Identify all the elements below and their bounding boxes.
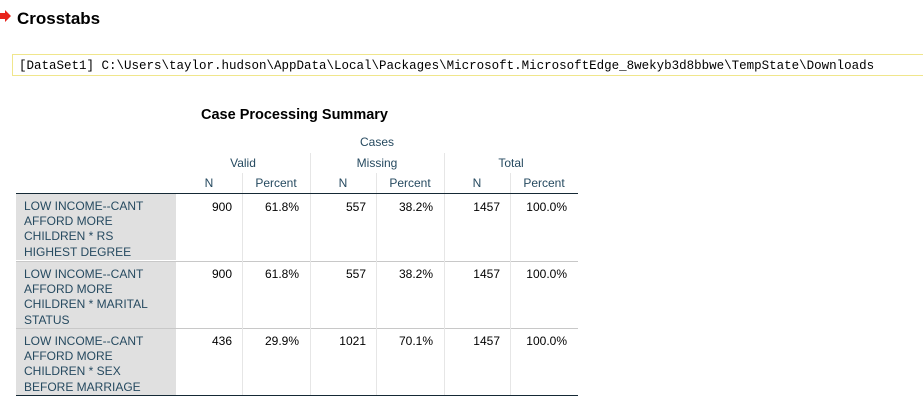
header-rule xyxy=(16,193,578,194)
divider xyxy=(376,173,377,193)
group-header-total: Total xyxy=(498,156,524,170)
group-header-missing: Missing xyxy=(356,156,398,170)
group-header-valid: Valid xyxy=(230,156,256,170)
row-label: LOW INCOME--CANT AFFORD MORE CHILDREN * … xyxy=(16,329,176,395)
table-title: Case Processing Summary xyxy=(201,107,388,123)
table-cell: 38.2% xyxy=(398,267,433,281)
table-cell: 900 xyxy=(211,267,232,281)
divider xyxy=(510,173,511,193)
dataset-path-box: [DataSet1] C:\Users\taylor.hudson\AppDat… xyxy=(12,54,923,76)
table-cell: 61.8% xyxy=(264,200,299,214)
divider xyxy=(242,173,243,193)
table-cell: 70.1% xyxy=(398,334,433,348)
subheader-missing-n: N xyxy=(338,176,348,190)
divider xyxy=(444,153,445,193)
divider xyxy=(310,194,311,396)
row-label: LOW INCOME--CANT AFFORD MORE CHILDREN * … xyxy=(16,194,176,260)
table-cell: 1021 xyxy=(339,334,366,348)
table-cell: 1457 xyxy=(473,267,500,281)
subheader-valid-n: N xyxy=(204,176,214,190)
divider xyxy=(376,194,377,396)
table-cell: 100.0% xyxy=(526,267,567,281)
row-label: LOW INCOME--CANT AFFORD MORE CHILDREN * … xyxy=(16,262,176,328)
table-cell: 557 xyxy=(345,200,366,214)
table-bottom-rule xyxy=(16,395,578,396)
divider xyxy=(242,194,243,396)
table-cell: 38.2% xyxy=(398,200,433,214)
divider xyxy=(444,194,445,396)
row-rule xyxy=(16,261,578,262)
cases-header: Cases xyxy=(359,135,394,149)
page-title: Crosstabs xyxy=(17,9,101,28)
row-rule xyxy=(16,328,578,329)
divider xyxy=(510,194,511,396)
table-cell: 900 xyxy=(211,200,232,214)
divider xyxy=(310,153,311,193)
table-cell: 557 xyxy=(345,267,366,281)
table-cell: 29.9% xyxy=(264,334,299,348)
table-cell: 1457 xyxy=(473,200,500,214)
table-cell: 1457 xyxy=(473,334,500,348)
table-cell: 100.0% xyxy=(526,334,567,348)
table-cell: 61.8% xyxy=(264,267,299,281)
dataset-path-text: [DataSet1] C:\Users\taylor.hudson\AppDat… xyxy=(19,59,875,73)
arrow-icon xyxy=(0,10,11,22)
table-cell: 100.0% xyxy=(526,200,567,214)
subheader-valid-percent: Percent xyxy=(255,176,297,190)
subheader-total-percent: Percent xyxy=(523,176,565,190)
subheader-missing-percent: Percent xyxy=(389,176,431,190)
table-cell: 436 xyxy=(211,334,232,348)
subheader-total-n: N xyxy=(472,176,482,190)
